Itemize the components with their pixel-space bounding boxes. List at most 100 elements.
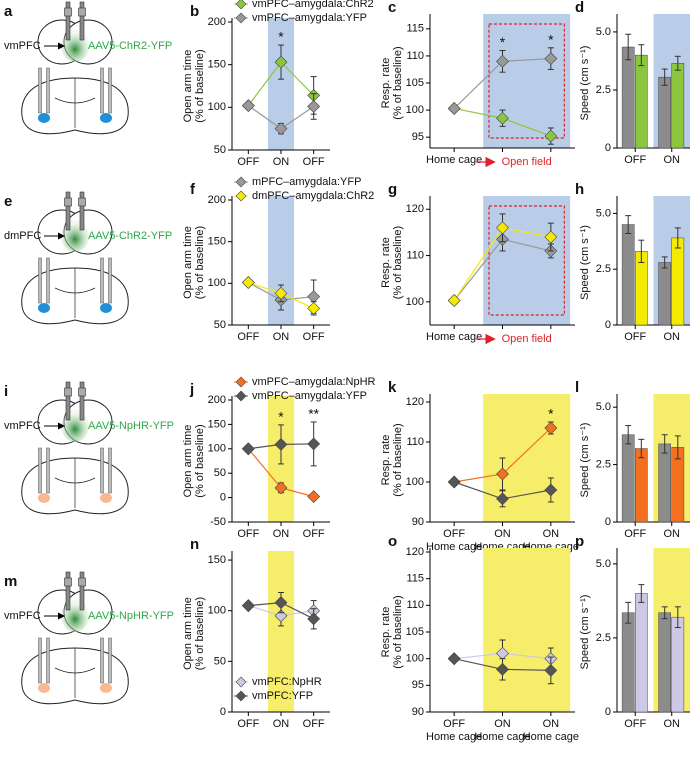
error-bar [638,438,645,459]
y-axis-label: Resp. rate [380,237,392,288]
legend-label: vmPFC:NpHR [252,676,322,688]
error-bar [661,256,668,269]
x-tick-label: ON [273,718,290,730]
marker [274,55,288,69]
error-bar [625,425,632,445]
marker [496,111,509,125]
y-tick-label: 110 [406,50,424,62]
fiber-ferrule [64,197,72,207]
marker [447,102,461,115]
bar [635,54,648,149]
legend-marker [235,676,247,688]
marker [544,129,558,143]
implant [100,67,104,114]
error-bar [674,435,681,460]
dashed-box [488,23,565,139]
x-tick-label-2: Home cage [474,731,530,743]
optic-fiber [79,571,85,611]
target-spot [100,303,112,313]
legend-marker [235,390,247,402]
y-tick-label: 105 [406,77,424,89]
region-label: dmPFC [4,230,41,242]
x-tick-label: OFF [624,528,646,540]
implant [100,447,104,494]
y-tick-label: 5.0 [596,207,611,219]
legend-marker [235,0,247,10]
y-axis-label: (% of baseline) [194,49,206,122]
bar [635,593,648,713]
error-bar [625,215,632,234]
marker [307,437,321,451]
significance: * [500,34,506,50]
implant [38,637,42,684]
x-tick-label: OFF [303,156,325,168]
y-tick-label: 2.5 [596,458,611,470]
y-tick-label: 100 [208,277,226,289]
implant [38,67,42,114]
target-spot [100,113,112,123]
significance: ** [308,406,319,422]
y-tick-label: 200 [208,194,226,206]
optic-fiber [65,1,71,41]
ventricles [54,97,96,104]
marker [274,286,288,300]
implant [108,447,112,494]
y-axis-label: Open arm time [182,425,194,498]
y-axis-label: (% of baseline) [392,226,404,299]
optic-fiber [79,1,85,41]
y-axis-label: Open arm time [182,226,194,299]
y-tick-label: 150 [208,418,226,430]
stimulation-band [483,196,571,325]
stimulation-band [267,551,295,712]
x-tick-label-2: Home cage [426,731,482,743]
x-tick-label: OFF [303,718,325,730]
y-axis-label: Open arm time [182,597,194,670]
marker [544,663,558,677]
implant [46,67,50,114]
significance: * [548,406,554,422]
ventricles [54,477,96,484]
y-axis-label: (% of baseline) [194,226,206,299]
y-tick-label: 50 [214,319,226,331]
x-tick-label: ON [664,331,681,343]
target-spot [38,683,50,693]
y-tick-label: 100 [406,104,424,116]
legend-label: vmPFC:YFP [252,690,313,702]
marker [496,492,509,506]
xnote: Open field [502,156,552,168]
bar [671,237,685,326]
marker [274,122,288,136]
y-tick-label: 150 [208,236,226,248]
y-axis-label: Speed (cm s⁻¹) [579,423,591,498]
panel-letter: m [4,573,17,590]
legend-label: vmPFC–amygdala:YFP [252,12,367,24]
optic-fiber [65,191,71,231]
bar [658,76,671,149]
fiber-ferrule [78,387,86,397]
y-tick-label: 0 [605,142,611,154]
bar [621,224,635,326]
optic-fiber [65,381,71,421]
panel-letter: d [575,0,584,16]
marker [241,276,255,289]
y-tick-label: 95 [412,131,424,143]
bar [671,63,685,149]
fiber-ferrule [78,197,86,207]
y-tick-label: 200 [208,16,226,28]
y-tick-label: 0 [605,319,611,331]
stimulation-band [483,548,571,712]
error-bar [638,239,645,263]
bar [658,262,671,326]
y-axis-label: Resp. rate [380,607,392,658]
region-label: vmPFC [4,610,41,622]
y-tick-label: 115 [406,573,424,585]
bar [658,443,671,523]
panel-letter: j [189,381,194,398]
marker [447,652,461,666]
panel-letter: b [190,3,199,20]
significance: * [278,29,284,45]
marker [307,490,321,504]
error-bar [661,68,668,86]
y-tick-label: 50 [214,467,226,479]
